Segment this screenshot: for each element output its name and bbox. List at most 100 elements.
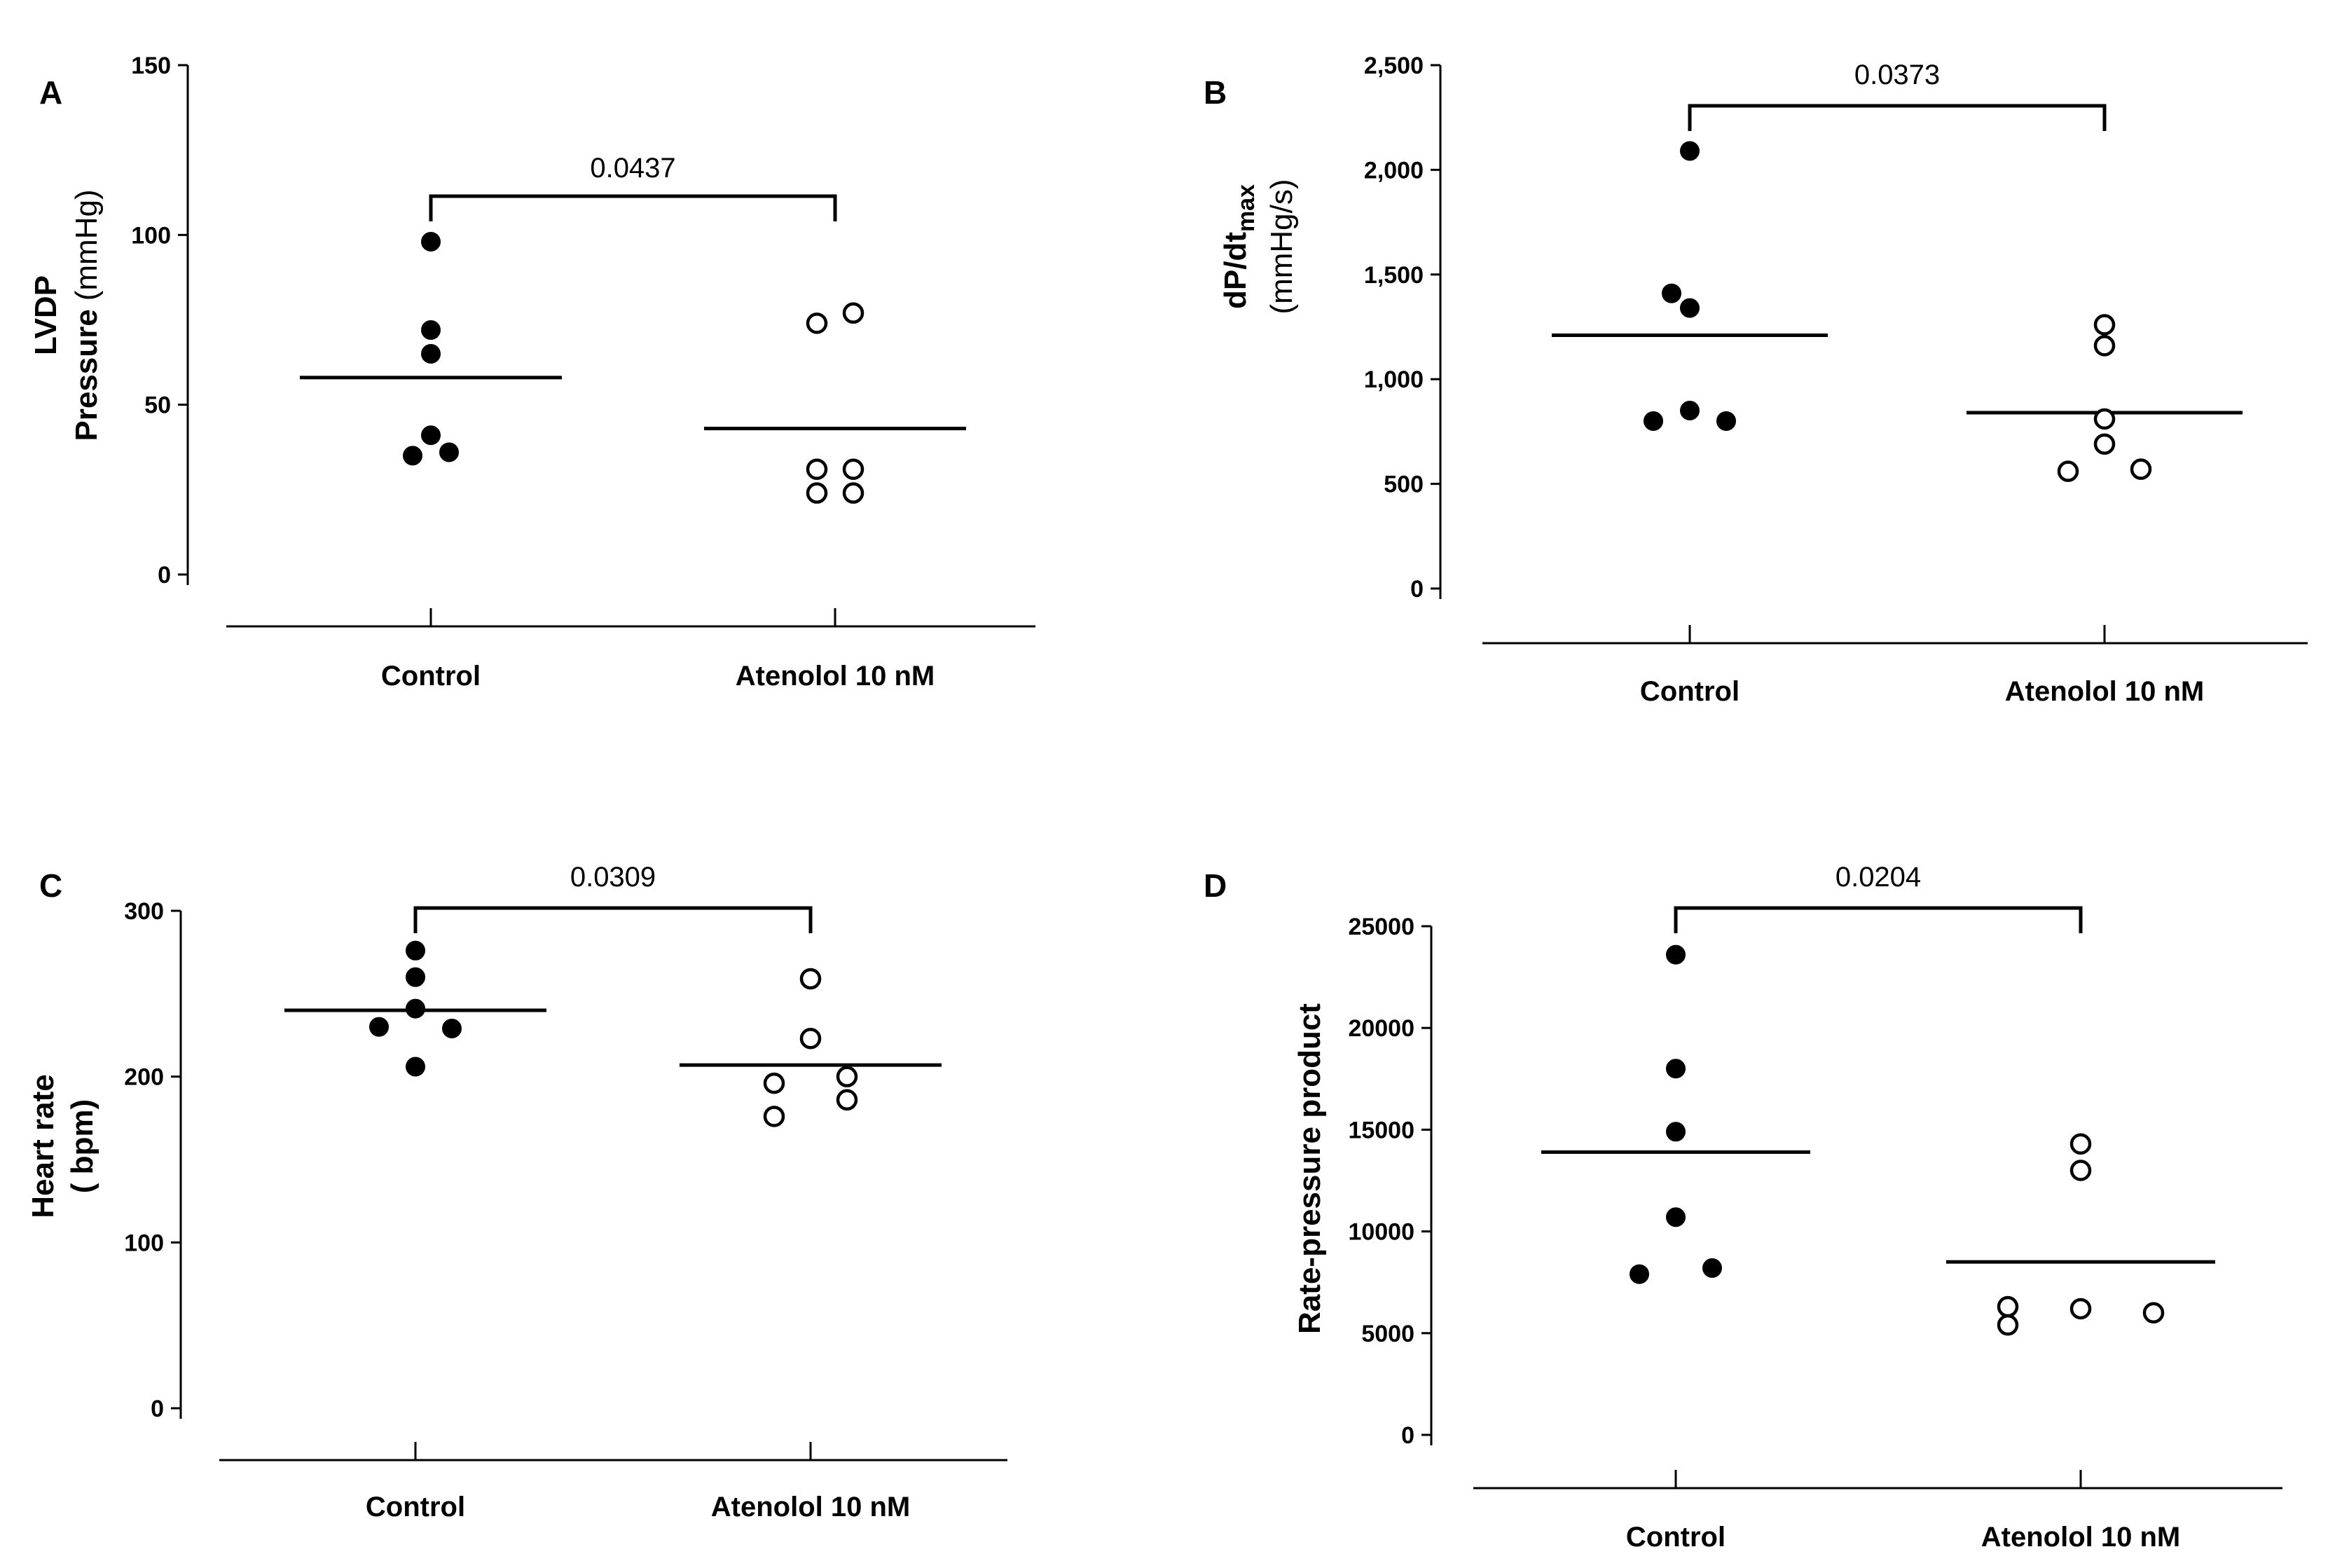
y-tick-label: 2,000 (1364, 157, 1424, 184)
panel-label: B (1204, 74, 1227, 111)
panel-label: D (1204, 867, 1227, 904)
y-tick-label: 500 (1384, 472, 1424, 498)
data-point-atenolol (2130, 458, 2152, 480)
y-tick-label: 200 (124, 1064, 164, 1091)
data-point-atenolol (799, 968, 822, 990)
y-axis-title-units: (mmHg/s) (1265, 179, 1299, 314)
x-tick-label: Atenolol 10 nM (2005, 676, 2204, 707)
panel-a: A 0 50 100 150 Control Atenolol 10 nM 0.0437 LVD… (29, 53, 1035, 692)
data-point-control (1644, 411, 1663, 431)
data-point-control (1702, 1258, 1722, 1278)
y-tick-label: 150 (131, 53, 171, 79)
y-axis-title-line: LVDP (29, 275, 63, 355)
y-tick-label: 1,500 (1364, 262, 1424, 289)
p-value-label: 0.0204 (1835, 862, 1921, 893)
y-tick-label: 0 (151, 1396, 164, 1422)
data-point-control (1666, 1059, 1686, 1079)
y-tick-label: 300 (124, 898, 164, 925)
data-point-atenolol (836, 1089, 858, 1111)
significance-bracket (413, 906, 813, 933)
y-axis-title-line: ( bpm) (65, 1099, 99, 1193)
p-value-label: 0.0373 (1854, 60, 1940, 90)
data-point-control (1630, 1264, 1649, 1284)
y-tick-label: 2,500 (1364, 53, 1424, 79)
y-tick-label: 50 (144, 392, 171, 419)
y-tick-label: 100 (124, 1230, 164, 1256)
data-point-control (369, 1017, 389, 1037)
y-tick-label: 5000 (1361, 1321, 1414, 1347)
y-axis-title-line: Pressure (mmHg) (69, 189, 104, 441)
x-tick-label: Atenolol 10 nM (711, 1492, 910, 1522)
x-tick-label: Control (1640, 676, 1740, 707)
data-point-control (442, 1019, 462, 1039)
data-point-control (406, 1057, 425, 1077)
x-tick-label: Atenolol 10 nM (736, 661, 935, 692)
data-point-atenolol (1997, 1295, 2019, 1318)
data-point-atenolol (2093, 408, 2116, 430)
data-point-control (1666, 944, 1686, 965)
data-point-control (406, 967, 425, 987)
data-point-atenolol (842, 302, 865, 324)
data-point-atenolol (2069, 1133, 2092, 1155)
data-point-control (1666, 1122, 1686, 1142)
y-axis-title: Rate-pressure product (1293, 1003, 1327, 1334)
y-axis-title-line: dP/dtmax (1218, 184, 1260, 309)
data-point-atenolol (806, 312, 828, 334)
y-axis-title-subscript: max (1233, 184, 1260, 232)
x-tick-label: Control (381, 661, 481, 692)
y-axis-title-units: (mmHg) (69, 189, 104, 301)
y-axis-title-line: Heart rate (26, 1074, 60, 1218)
data-point-control (421, 343, 441, 364)
data-point-control (421, 320, 441, 341)
y-axis-title: Heart rate( bpm) (26, 1074, 99, 1218)
y-axis-title: dP/dtmax (mmHg/s) (1218, 179, 1299, 314)
x-tick-label: Control (1626, 1522, 1726, 1553)
data-point-atenolol (2093, 433, 2116, 455)
data-point-control (1666, 1207, 1686, 1227)
data-point-atenolol (842, 482, 865, 504)
panel-c: C 0 100 200 300 Control Atenolol 10 nM 0.0309 He… (26, 862, 1007, 1522)
data-point-atenolol (2093, 314, 2116, 336)
data-point-atenolol (2069, 1298, 2092, 1320)
panel-b: B 0 500 1,000 1,500 2,000 2,500 Control Atenolol… (1204, 53, 2308, 707)
data-point-atenolol (763, 1072, 785, 1094)
y-tick-label: 1,000 (1364, 366, 1424, 393)
data-point-control (1680, 141, 1700, 161)
panel-label: A (39, 74, 62, 111)
y-tick-label: 100 (131, 222, 171, 249)
data-point-atenolol (763, 1106, 785, 1127)
significance-bracket (1688, 104, 2107, 131)
data-point-atenolol (2142, 1302, 2165, 1324)
data-point-atenolol (806, 482, 828, 504)
p-value-label: 0.0309 (570, 862, 656, 893)
data-point-control (1716, 411, 1736, 431)
data-point-control (1680, 298, 1700, 318)
data-point-atenolol (806, 458, 828, 481)
y-tick-label: 20000 (1348, 1015, 1414, 1042)
data-point-atenolol (799, 1027, 822, 1050)
y-axis-title: LVDP Pressure (mmHg) (29, 189, 104, 441)
x-tick-label: Atenolol 10 nM (1981, 1522, 2180, 1553)
data-point-atenolol (836, 1066, 858, 1087)
data-point-control (421, 425, 441, 446)
y-axis-title-part: Pressure (69, 309, 104, 441)
p-value-label: 0.0437 (590, 153, 675, 184)
data-point-control (1680, 401, 1700, 421)
data-point-control (439, 442, 459, 462)
data-point-atenolol (842, 458, 865, 481)
x-tick-label: Control (366, 1492, 465, 1522)
data-point-control (1662, 283, 1681, 303)
y-tick-label: 0 (158, 562, 171, 589)
y-axis-title-main: dP/dt (1218, 232, 1253, 309)
data-point-control (421, 232, 441, 252)
significance-bracket (1674, 906, 2083, 933)
y-tick-label: 25000 (1348, 914, 1414, 940)
data-point-control (406, 998, 425, 1019)
data-point-control (406, 940, 425, 961)
y-tick-label: 10000 (1348, 1219, 1414, 1246)
data-point-atenolol (1997, 1314, 2019, 1336)
data-point-atenolol (2057, 460, 2079, 482)
y-tick-label: 15000 (1348, 1117, 1414, 1143)
y-tick-label: 0 (1401, 1422, 1414, 1449)
